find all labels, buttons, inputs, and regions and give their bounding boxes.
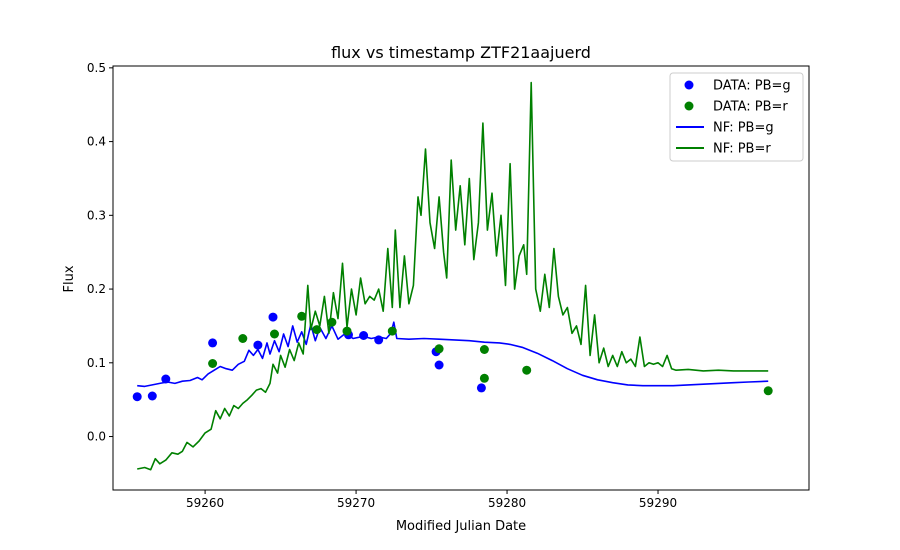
- data-point-0-5: [268, 312, 278, 322]
- y-tick-label: 0.5: [87, 61, 106, 75]
- data-point-1-10: [479, 373, 489, 383]
- x-tick-label: 59290: [639, 496, 677, 510]
- data-point-0-8: [374, 335, 384, 345]
- x-axis-label: Modified Julian Date: [396, 519, 526, 534]
- y-axis-label: Flux: [62, 265, 77, 292]
- data-point-0-1: [147, 391, 157, 401]
- plot-area: [132, 81, 773, 471]
- data-point-0-3: [208, 338, 218, 348]
- data-point-0-2: [161, 374, 171, 384]
- data-point-0-10: [434, 360, 444, 370]
- x-tick-label: 59280: [488, 496, 526, 510]
- legend-label: NF: PB=g: [713, 121, 774, 136]
- y-tick-label: 0.3: [87, 208, 106, 222]
- legend-marker: [684, 101, 694, 111]
- data-point-1-0: [208, 359, 218, 368]
- y-tick-label: 0.2: [87, 282, 106, 296]
- data-point-1-9: [479, 345, 489, 354]
- data-point-0-11: [476, 383, 486, 393]
- legend-label: DATA: PB=g: [713, 79, 791, 94]
- y-tick-label: 0.0: [87, 430, 106, 444]
- data-point-0-4: [253, 340, 263, 350]
- legend-label: NF: PB=r: [713, 142, 771, 157]
- x-tick-label: 59260: [186, 496, 224, 510]
- data-point-1-12: [763, 386, 773, 396]
- legend-label: DATA: PB=r: [713, 100, 788, 115]
- data-point-1-11: [522, 365, 532, 375]
- x-tick-label: 59270: [337, 496, 375, 510]
- series-line-1: [137, 81, 769, 471]
- axes: 59260 59270 59280 59290 0.0 0.1 0.2 0.3 0.4 0.5: [87, 61, 810, 510]
- data-point-0-0: [132, 392, 142, 402]
- data-point-1-5: [327, 317, 337, 327]
- axes-frame: [112, 65, 810, 491]
- data-point-1-3: [297, 311, 307, 321]
- y-tick-label: 0.4: [87, 135, 106, 149]
- data-point-1-8: [434, 344, 444, 354]
- y-tick-label: 0.1: [87, 356, 106, 370]
- data-point-1-1: [238, 334, 248, 343]
- legend-marker: [684, 80, 694, 90]
- data-point-1-2: [270, 329, 279, 339]
- data-point-1-6: [342, 326, 352, 336]
- data-point-1-7: [387, 326, 397, 336]
- legend-box: [669, 72, 804, 162]
- data-point-0-7: [359, 331, 369, 340]
- legend: DATA: PB=g DATA: PB=r NF: PB=g NF: PB=r: [669, 72, 804, 162]
- chart-title: flux vs timestamp ZTF21aajuerd: [331, 43, 591, 62]
- data-point-1-4: [312, 325, 322, 335]
